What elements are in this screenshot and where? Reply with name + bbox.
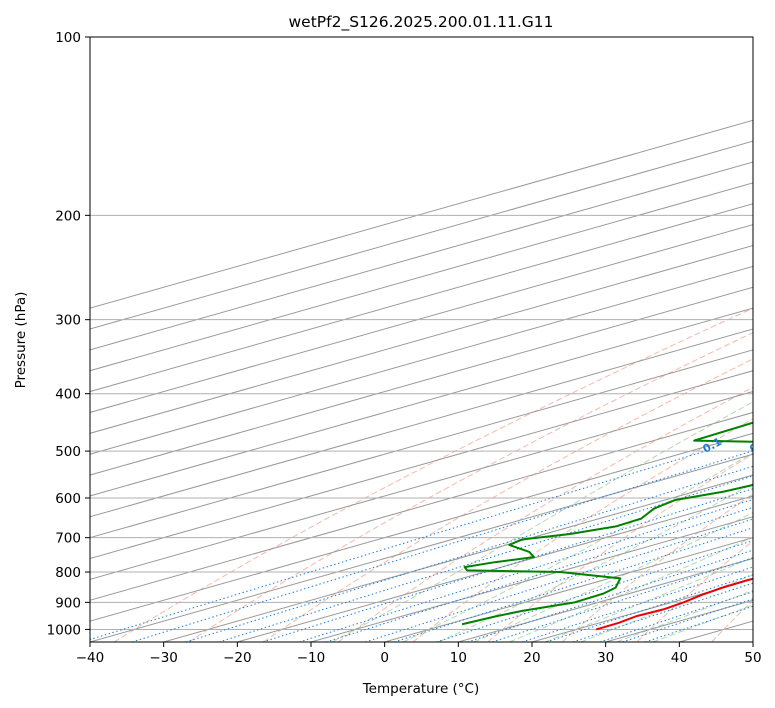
mixing-ratio-line <box>436 540 753 642</box>
chart-title: wetPf2_S126.2025.200.01.11.G11 <box>289 13 554 32</box>
y-tick-label: 1000 <box>47 622 81 638</box>
y-tick-label: 300 <box>55 313 81 329</box>
mixing-ratio-line <box>492 557 753 642</box>
moist-adiabat <box>473 512 753 642</box>
x-tick-label: −30 <box>149 650 178 666</box>
isotherm-line <box>90 411 753 601</box>
x-tick-label: −20 <box>223 650 252 666</box>
x-axis-label: Temperature (°C) <box>362 681 480 697</box>
x-tick-label: −40 <box>76 650 105 666</box>
isotherm-line <box>90 453 753 642</box>
y-tick-label: 800 <box>55 565 81 581</box>
mixing-ratio-line <box>262 488 753 642</box>
y-axis-label: Pressure (hPa) <box>13 292 29 389</box>
y-tick-label: 200 <box>55 208 81 224</box>
y-tick-label: 100 <box>55 30 81 46</box>
x-tick-label: 50 <box>744 650 761 666</box>
isotherm-line <box>90 370 753 560</box>
isotherm-line <box>90 161 753 351</box>
mixing-ratio-label: 0.2 <box>747 435 770 456</box>
warm-isotherm-label: 40 <box>748 606 768 626</box>
mixing-ratio-line <box>467 549 753 642</box>
isotherm-line <box>90 244 753 434</box>
dewpoint-line <box>461 421 753 626</box>
y-tick-label: 600 <box>55 491 81 507</box>
dry-adiabat <box>263 358 753 642</box>
isotherm-line <box>90 203 753 393</box>
isotherm-line <box>384 537 753 642</box>
dry-adiabat <box>487 453 753 642</box>
sounding-profiles <box>461 421 753 631</box>
isotherm-line <box>90 224 753 413</box>
isotherm-line <box>90 307 753 497</box>
moist-adiabat <box>438 482 753 642</box>
mixing-ratio-line <box>131 450 753 642</box>
dry-adiabats <box>113 307 753 642</box>
x-tick-label: 30 <box>597 650 614 666</box>
mixing-ratio-line <box>521 566 753 642</box>
dry-adiabat <box>412 418 753 642</box>
y-tick-label: 700 <box>55 531 81 547</box>
moist-adiabat <box>616 589 753 642</box>
pressure-gridlines <box>90 37 753 630</box>
isotherm-line <box>90 182 753 372</box>
dry-adiabat <box>188 331 753 642</box>
plot-frame <box>89 36 754 643</box>
isotherm-line <box>237 495 753 642</box>
mixing-ratio-lines <box>90 450 753 642</box>
x-tick-label: −10 <box>297 650 326 666</box>
moist-adiabat <box>509 536 753 642</box>
mixing-ratio-line <box>394 527 753 642</box>
isotherm-line <box>310 516 753 642</box>
isotherm-line <box>90 432 753 622</box>
y-tick-label: 500 <box>55 444 81 460</box>
moist-adiabat <box>402 452 753 642</box>
isotherm-line <box>90 328 753 518</box>
x-tick-label: 40 <box>671 650 688 666</box>
mixing-ratio-line <box>218 475 753 642</box>
isotherm-line <box>90 286 753 476</box>
plot-area: 0.10.20.40.611.52346810131620253036-100-… <box>90 37 770 642</box>
moist-adiabats <box>331 401 753 642</box>
x-tick-label: 10 <box>450 650 467 666</box>
x-tick-label: 0 <box>380 650 389 666</box>
dry-adiabat <box>113 307 753 642</box>
y-axis-ticks: 100 200 300 400 500 600 700 800 900 1000 <box>47 30 90 638</box>
moist-adiabat <box>544 556 753 642</box>
y-tick-label: 400 <box>55 387 81 403</box>
mixing-ratio-line <box>90 450 706 641</box>
x-tick-label: 20 <box>523 650 540 666</box>
moist-adiabat <box>331 401 753 642</box>
isotherm-line <box>90 119 753 309</box>
isotherm-line <box>90 391 753 580</box>
x-axis-ticks: −40 −30 −20 −10 0 10 20 30 40 50 <box>76 642 762 666</box>
y-tick-label: 900 <box>55 595 81 611</box>
mixing-ratio-line <box>299 498 753 642</box>
isotherm-line <box>90 265 753 455</box>
